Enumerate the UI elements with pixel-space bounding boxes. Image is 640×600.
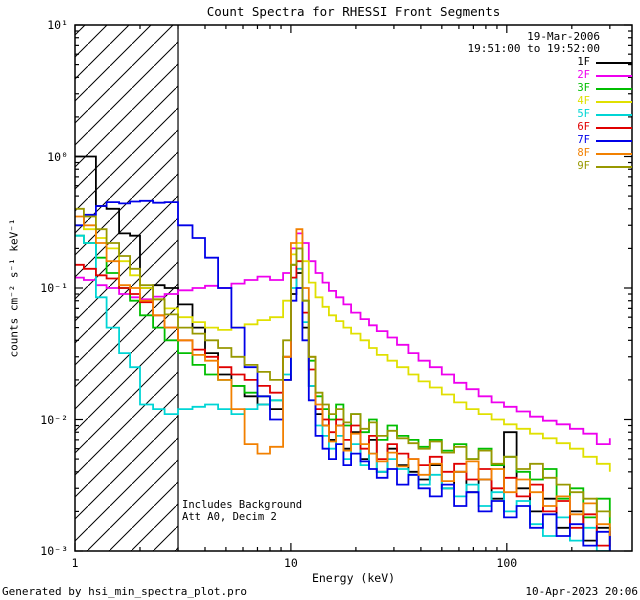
x-tick-label: 10	[283, 556, 298, 570]
legend-item: 3F	[577, 82, 632, 95]
legend-item: 8F	[577, 147, 632, 160]
x-axis-label: Energy (keV)	[311, 571, 396, 585]
legend-item-label: 3F	[577, 82, 590, 94]
legend-item-label: 6F	[577, 121, 590, 133]
legend-line-sample	[596, 152, 632, 155]
legend-item-label: 1F	[577, 56, 590, 68]
series-line-9F	[75, 207, 611, 518]
plot-title: Count Spectra for RHESSI Front Segments	[206, 4, 501, 19]
legend-line-sample	[596, 74, 632, 77]
legend-line-sample	[596, 61, 632, 64]
legend-item-label: 7F	[577, 134, 590, 146]
legend-item-label: 2F	[577, 69, 590, 81]
legend-item-label: 9F	[577, 160, 590, 172]
legend: 1F 2F 3F 4F 5F 6F 7F 8F 9F	[577, 56, 632, 173]
legend-item-label: 4F	[577, 95, 590, 107]
y-tick-label: 10⁻³	[40, 544, 68, 558]
legend-line-sample	[596, 113, 632, 116]
series-line-2F	[75, 232, 611, 445]
series-line-7F	[75, 199, 611, 551]
legend-item: 5F	[577, 108, 632, 121]
legend-line-sample	[596, 87, 632, 90]
y-tick-label: 10⁻²	[40, 412, 68, 427]
legend-line-sample	[596, 139, 632, 142]
x-tick-label: 1	[71, 556, 79, 570]
legend-item: 7F	[577, 134, 632, 147]
legend-item: 6F	[577, 121, 632, 134]
generator-credit: Generated by hsi_min_spectra_plot.pro	[2, 585, 248, 598]
y-tick-label: 10⁻¹	[40, 281, 68, 295]
legend-item: 2F	[577, 69, 632, 82]
series-line-4F	[75, 224, 611, 472]
legend-line-sample	[596, 165, 632, 168]
legend-line-sample	[596, 100, 632, 103]
x-tick-label: 100	[496, 556, 518, 570]
y-axis-label: counts cm⁻² s⁻¹ keV⁻¹	[7, 218, 21, 358]
legend-line-sample	[596, 126, 632, 129]
observation-date: 19-Mar-2006	[527, 30, 600, 43]
legend-item: 4F	[577, 95, 632, 108]
annotation-attenuator-state: Att A0, Decim 2	[182, 511, 277, 523]
y-tick-label: 10⁰	[47, 149, 68, 164]
series-line-8F	[75, 215, 611, 536]
legend-item: 9F	[577, 160, 632, 173]
plot-border	[74, 24, 633, 552]
series-lines	[75, 155, 611, 551]
observation-time-range: 19:51:00 to 19:52:00	[467, 42, 600, 55]
y-tick-label: 10¹	[47, 18, 68, 32]
legend-item-label: 5F	[577, 108, 590, 120]
legend-item-label: 8F	[577, 147, 590, 159]
legend-item: 1F	[577, 56, 632, 69]
annotation-includes-background: Includes Background	[182, 499, 303, 511]
render-timestamp: 10-Apr-2023 20:06	[525, 585, 638, 598]
